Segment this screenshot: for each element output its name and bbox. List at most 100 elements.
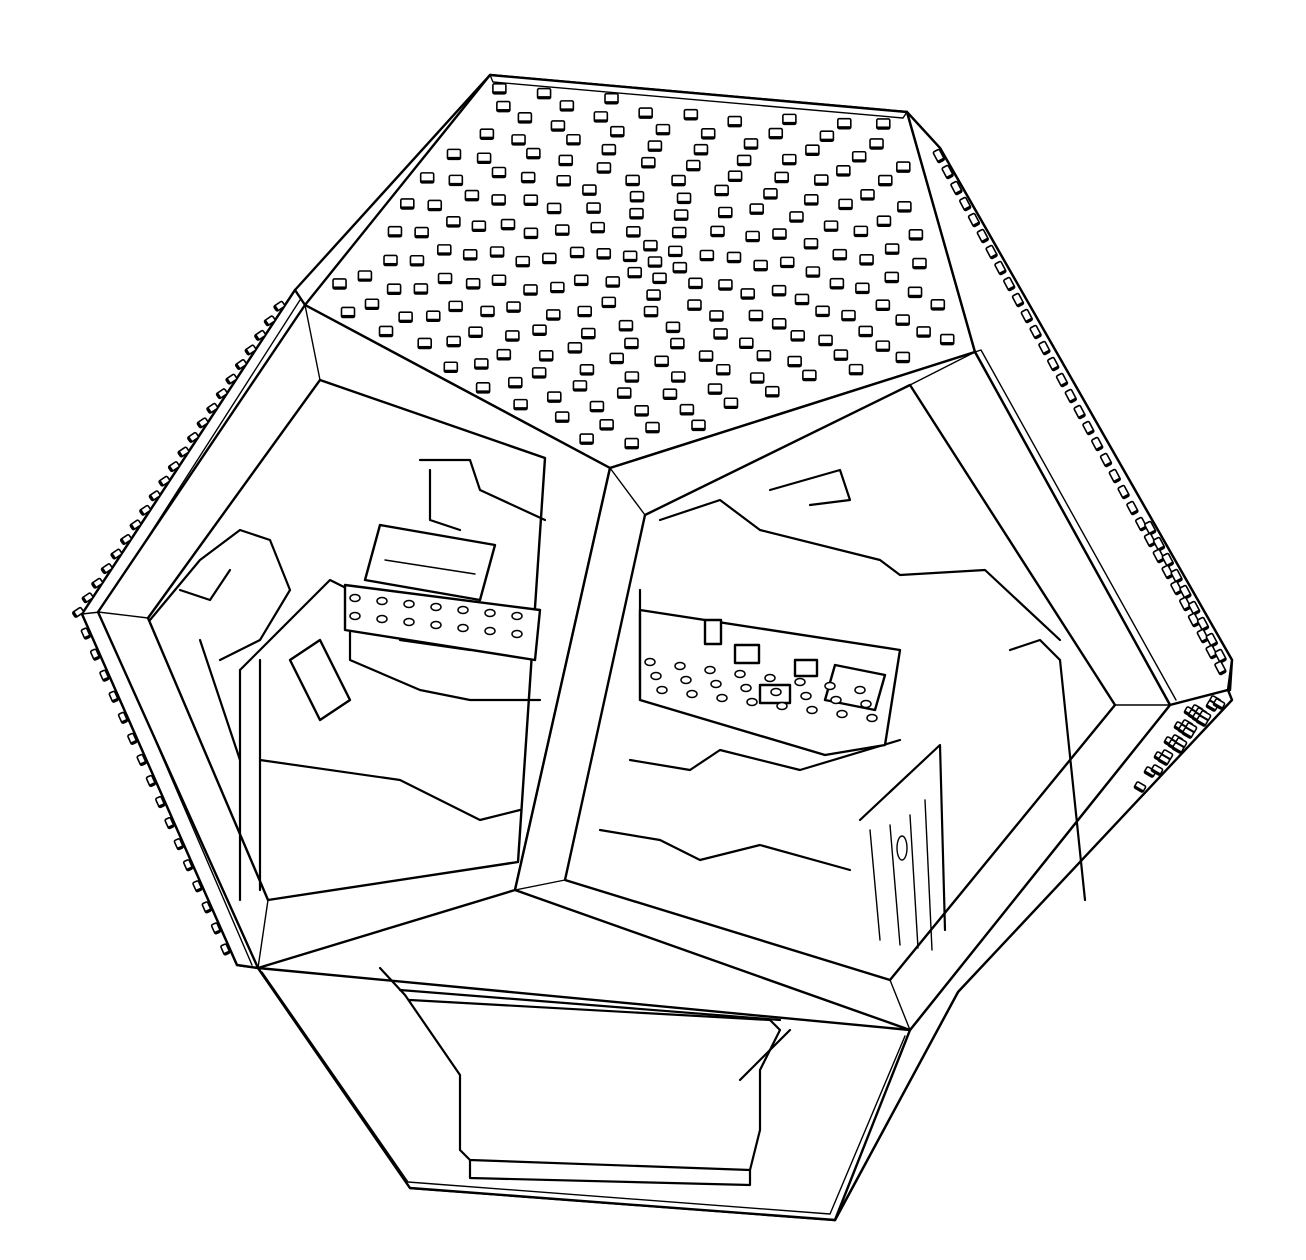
led — [710, 225, 725, 238]
led — [1020, 308, 1033, 324]
led — [662, 388, 678, 400]
led — [789, 211, 804, 223]
board-hole — [457, 623, 469, 633]
led — [647, 256, 663, 268]
led — [781, 153, 797, 166]
led — [117, 711, 129, 724]
led — [378, 325, 394, 338]
led — [215, 388, 228, 400]
latch-tab — [288, 638, 352, 722]
led — [836, 117, 852, 130]
led — [670, 337, 685, 350]
board-hole — [376, 614, 388, 624]
led — [819, 130, 835, 142]
led — [513, 398, 528, 411]
led — [127, 732, 138, 745]
led — [579, 433, 594, 445]
led — [1181, 727, 1195, 739]
led — [80, 627, 91, 640]
led — [387, 225, 403, 238]
board-hole — [866, 713, 878, 723]
left-board-holes — [349, 593, 523, 639]
led — [523, 284, 538, 296]
led — [771, 318, 787, 330]
led — [1214, 660, 1227, 676]
led — [1082, 420, 1095, 436]
led — [736, 154, 752, 167]
chip-2 — [733, 643, 761, 665]
led — [950, 180, 963, 196]
board-hole — [824, 681, 836, 691]
led — [496, 100, 511, 113]
led — [559, 100, 575, 112]
right-upper-face-leds — [932, 148, 1227, 676]
led — [554, 224, 570, 236]
led — [939, 333, 955, 346]
led — [610, 125, 625, 138]
board-hole — [806, 705, 818, 715]
led — [823, 220, 839, 232]
led — [1117, 484, 1130, 500]
led — [833, 349, 849, 361]
led — [462, 248, 478, 261]
board-hole — [830, 695, 842, 705]
led — [139, 504, 152, 516]
led — [994, 260, 1007, 276]
led — [573, 274, 589, 287]
led — [624, 337, 639, 350]
led — [417, 337, 433, 350]
board-hole — [349, 611, 361, 621]
led — [465, 277, 481, 290]
led — [743, 138, 759, 150]
led — [593, 111, 609, 123]
led — [815, 305, 830, 318]
led — [805, 144, 820, 156]
led — [875, 299, 891, 311]
board-hole — [764, 673, 776, 683]
led — [443, 361, 459, 374]
led — [517, 112, 533, 124]
led — [763, 188, 778, 200]
led — [895, 314, 910, 326]
led — [803, 194, 819, 206]
board-hole — [674, 661, 686, 671]
led — [357, 270, 373, 282]
led — [581, 327, 596, 340]
led — [500, 218, 516, 231]
board-hole — [403, 617, 415, 627]
led — [1064, 388, 1077, 404]
led — [638, 107, 653, 119]
led — [1029, 324, 1042, 340]
led — [884, 243, 900, 255]
bottom-face — [256, 966, 912, 1222]
led — [707, 383, 723, 395]
board-hole — [734, 669, 746, 679]
led — [985, 244, 998, 260]
led — [740, 288, 756, 300]
led — [685, 159, 701, 172]
led — [526, 147, 541, 160]
led — [790, 330, 806, 342]
front-left-window-opening — [146, 378, 547, 902]
board-hole — [349, 593, 361, 603]
led — [177, 446, 190, 458]
led — [1038, 340, 1051, 356]
led — [263, 315, 276, 327]
led — [596, 162, 612, 174]
led — [72, 606, 85, 618]
led — [523, 194, 539, 206]
led — [627, 266, 643, 279]
led — [771, 284, 787, 297]
board-hole — [644, 657, 656, 667]
led — [419, 172, 435, 184]
led — [858, 325, 873, 338]
board-hole — [794, 677, 806, 687]
button — [703, 618, 723, 646]
led — [616, 387, 632, 399]
led — [714, 184, 729, 197]
led — [665, 321, 681, 334]
led — [745, 230, 760, 243]
led — [787, 355, 802, 368]
led — [145, 774, 156, 788]
